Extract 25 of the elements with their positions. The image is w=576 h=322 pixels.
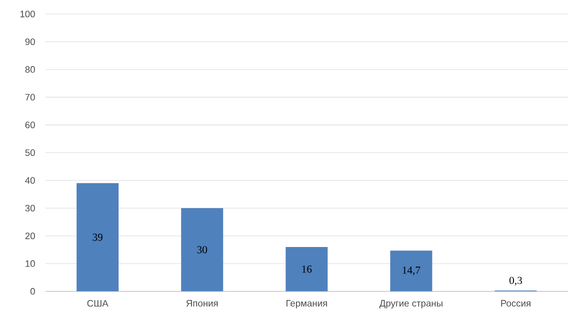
bar (286, 246, 328, 292)
bar (76, 183, 119, 292)
x-tick-label: Германия (286, 300, 327, 308)
data-label: 0,3 (509, 276, 522, 286)
data-label: 30 (197, 246, 208, 254)
x-tick-label: Россия (501, 300, 530, 307)
data-label: 39 (92, 234, 102, 241)
y-tick-label: 10 (26, 260, 35, 267)
y-tick-label: 60 (25, 122, 35, 128)
y-tick-label: 30 (25, 204, 35, 212)
y-tick-label: 0 (30, 288, 35, 295)
y-tick-label: 70 (25, 94, 35, 100)
bar (181, 208, 224, 292)
y-tick-label: 100 (20, 10, 35, 18)
y-tick-label: 20 (25, 232, 35, 240)
data-label: 16 (302, 266, 312, 273)
data-label: 14,7 (402, 266, 420, 276)
y-tick-label: 90 (25, 38, 35, 46)
x-tick-label: США (87, 300, 108, 307)
x-tick-label: Другие страны (379, 300, 442, 308)
y-tick-label: 80 (25, 66, 35, 73)
y-tick-label: 50 (25, 149, 35, 156)
bar (390, 250, 432, 292)
x-tick-label: Япония (186, 300, 218, 307)
y-tick-label: 40 (25, 177, 35, 184)
